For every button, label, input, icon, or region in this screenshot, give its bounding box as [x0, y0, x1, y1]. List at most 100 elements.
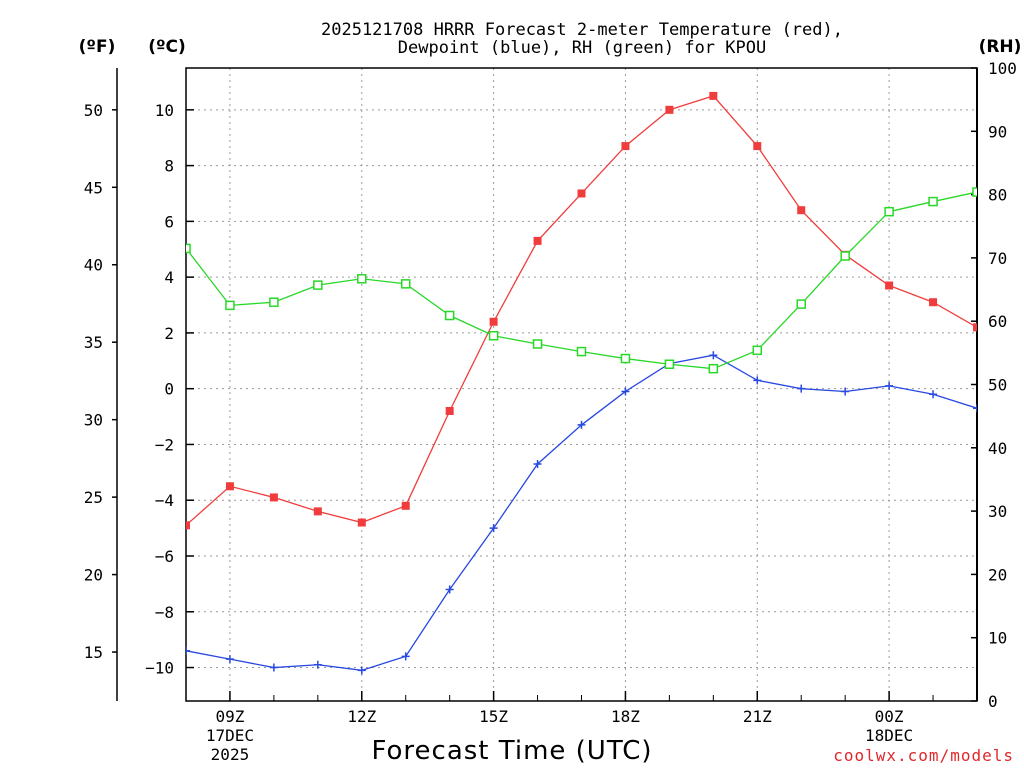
- celsius-tick-label: 6: [164, 212, 174, 231]
- rh-unit-label: (RH): [979, 37, 1022, 57]
- rh-point: [840, 251, 850, 261]
- rh-tick-label: 60: [988, 312, 1007, 331]
- celsius-tick-label: 2: [164, 324, 174, 343]
- temperature-point: [665, 105, 674, 114]
- dewpoint-point: [313, 660, 322, 669]
- celsius-tick-label: 8: [164, 157, 174, 176]
- dewpoint-point: [885, 381, 894, 390]
- time-tick-label: 00Z: [875, 707, 904, 726]
- dewpoint-point: [401, 652, 410, 661]
- fahrenheit-tick-label: 50: [84, 101, 103, 120]
- dewpoint-point: [753, 376, 762, 385]
- rh-tick-label: 90: [988, 122, 1007, 141]
- temperature-point: [313, 507, 322, 516]
- time-tick-label: 21Z: [743, 707, 772, 726]
- dewpoint-point: [186, 646, 190, 655]
- temperature-point: [577, 189, 586, 198]
- rh-point: [532, 339, 543, 349]
- dewpoint-point: [489, 524, 498, 533]
- plot-frame: [185, 67, 978, 702]
- temperature-point: [269, 493, 278, 502]
- dewpoint-point: [797, 384, 806, 393]
- rh-tick-label: 20: [988, 565, 1007, 584]
- fahrenheit-tick-label: 30: [84, 411, 103, 430]
- dewpoint-point: [621, 387, 630, 396]
- gridlines: [186, 68, 977, 701]
- rh-point: [708, 363, 719, 374]
- fahrenheit-tick-label: 35: [84, 333, 103, 352]
- celsius-unit-label: (ºC): [148, 37, 186, 57]
- rh-point: [186, 243, 191, 254]
- rh-point: [884, 206, 894, 217]
- rh-point: [620, 353, 631, 364]
- rh-point: [664, 359, 675, 369]
- dewpoint-point: [929, 390, 938, 399]
- rh-tick-label: 10: [988, 629, 1007, 648]
- temperature-point: [357, 518, 366, 527]
- rh-point: [796, 299, 806, 309]
- celsius-tick-label: −4: [155, 491, 174, 510]
- time-tick-label: 12Z: [347, 707, 376, 726]
- temperature-point: [973, 323, 977, 332]
- temperature-point: [445, 406, 454, 415]
- temperature-line: [186, 95, 977, 526]
- time-tick-label: 15Z: [479, 707, 508, 726]
- dewpoint-point: [841, 387, 850, 396]
- celsius-tick-label: 10: [155, 101, 174, 120]
- time-tick-label: 09Z: [215, 707, 244, 726]
- fahrenheit-tick-label: 25: [84, 488, 103, 507]
- rh-tick-label: 0: [988, 692, 998, 711]
- rh-point: [972, 187, 977, 197]
- rh-point: [269, 297, 279, 307]
- celsius-tick-label: −10: [145, 659, 174, 678]
- temperature-point: [797, 206, 806, 215]
- temperature-point: [709, 91, 718, 100]
- time-tick-date: 18DEC: [865, 726, 913, 745]
- rh-point: [576, 346, 587, 357]
- fahrenheit-axis: 50 45 40 35 30 25 20 15: [84, 101, 117, 662]
- source-credit: coolwx.com/models: [833, 746, 1014, 765]
- fahrenheit-tick-label: 45: [84, 178, 103, 197]
- rh-point: [928, 196, 938, 207]
- series-group: [186, 91, 977, 675]
- fahrenheit-tick-label: 15: [84, 643, 103, 662]
- celsius-tick-label: 4: [164, 268, 174, 287]
- fahrenheit-tick-label: 40: [84, 256, 103, 275]
- fahrenheit-unit-label: (ºF): [79, 37, 116, 57]
- rh-point: [752, 345, 763, 356]
- x-axis-title: Forecast Time (UTC): [371, 736, 652, 766]
- rh-point: [225, 300, 235, 311]
- dewpoint-point: [225, 655, 234, 664]
- celsius-axis: 10 8 6 4 2 0 −2 −4 −6 −8 −10: [145, 101, 194, 678]
- temperature-point: [533, 236, 542, 245]
- dewpoint-point: [577, 420, 586, 429]
- temperature-point: [929, 298, 938, 307]
- rh-point: [444, 310, 455, 321]
- fahrenheit-tick-label: 20: [84, 566, 103, 585]
- rh-tick-label: 40: [988, 439, 1007, 458]
- celsius-tick-label: 0: [164, 380, 174, 399]
- rh-point: [357, 274, 367, 284]
- time-tick-label: 18Z: [611, 707, 640, 726]
- rh-tick-label: 70: [988, 249, 1007, 268]
- celsius-tick-label: −2: [155, 435, 174, 454]
- celsius-tick-label: −6: [155, 547, 174, 566]
- dewpoint-line: [186, 354, 977, 671]
- celsius-tick-label: −8: [155, 603, 174, 622]
- dewpoint-point: [533, 459, 542, 468]
- rh-point: [313, 280, 323, 290]
- rh-tick-label: 100: [988, 59, 1017, 78]
- dewpoint-point: [445, 585, 454, 594]
- temperature-point: [401, 501, 410, 510]
- rh-line: [186, 191, 977, 370]
- rh-tick-label: 30: [988, 502, 1007, 521]
- rh-point: [400, 279, 411, 289]
- chart-title-line1: 2025121708 HRRR Forecast 2-meter Tempera…: [321, 20, 843, 40]
- time-tick-year: 2025: [211, 745, 250, 764]
- temperature-point: [186, 521, 190, 530]
- temperature-point: [225, 482, 234, 491]
- dewpoint-point: [357, 666, 366, 675]
- temperature-point: [621, 142, 630, 151]
